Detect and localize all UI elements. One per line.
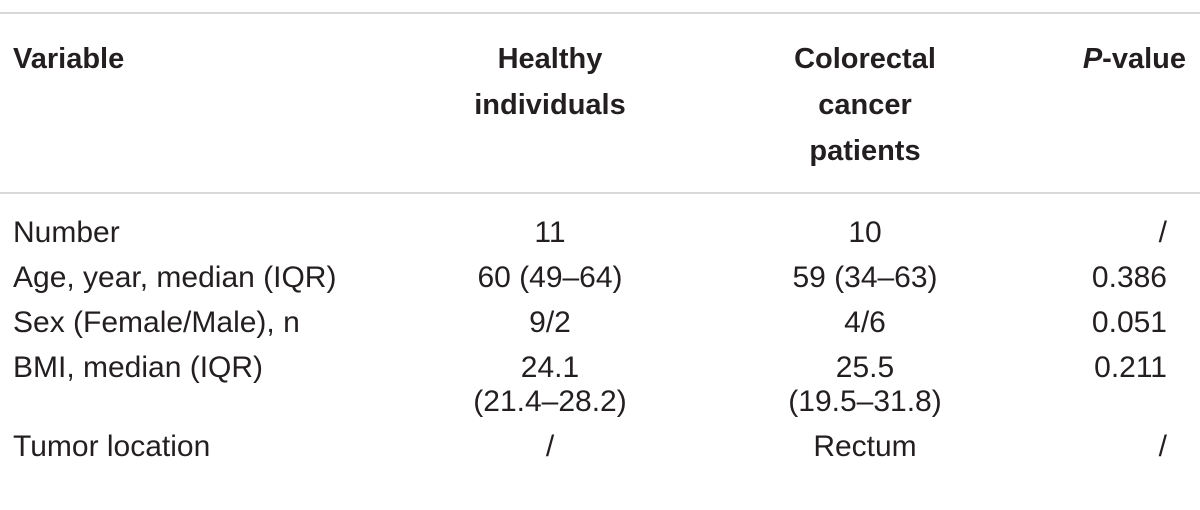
cell-p-value: / — [1158, 430, 1167, 463]
table-row-tumor-location: Tumor location / Rectum / — [0, 425, 1200, 470]
header-crc-line1: Colorectal — [794, 43, 936, 75]
cell-p-value: / — [1158, 216, 1167, 249]
cell-p-value: 0.211 — [1094, 351, 1167, 384]
cell-crc: 59 (34–63) — [792, 261, 938, 294]
cell-p-value: 0.051 — [1091, 306, 1167, 339]
cell-variable: Sex (Female/Male), n — [13, 306, 300, 339]
cell-crc: 10 — [848, 216, 882, 249]
cell-healthy: 11 — [534, 216, 566, 249]
header-p-italic: P — [1082, 43, 1103, 75]
table-row-age: Age, year, median (IQR) 60 (49–64) 59 (3… — [0, 256, 1200, 301]
header-healthy-individuals: Healthy individuals — [400, 13, 700, 193]
header-crc-line3: patients — [809, 135, 921, 167]
cell-variable: Tumor location — [13, 430, 211, 463]
cell-crc: 4/6 — [844, 306, 886, 339]
cell-variable: Number — [13, 216, 120, 249]
cell-variable: Age, year, median (IQR) — [13, 261, 337, 294]
cell-p-value: 0.386 — [1091, 261, 1167, 294]
cell-crc: Rectum — [813, 430, 917, 463]
cell-healthy-line2: (21.4–28.2) — [473, 385, 627, 418]
cell-crc: 25.5 (19.5–31.8) — [700, 346, 1030, 425]
cell-healthy: 60 (49–64) — [477, 261, 623, 294]
cell-crc-line1: 25.5 — [835, 351, 895, 384]
header-healthy-line2: individuals — [474, 89, 626, 121]
cell-variable: BMI, median (IQR) — [13, 351, 264, 384]
cell-crc-line2: (19.5–31.8) — [788, 385, 942, 418]
table-row-sex: Sex (Female/Male), n 9/2 4/6 0.051 — [0, 301, 1200, 346]
cell-healthy-line1: 24.1 — [520, 351, 580, 384]
header-colorectal-cancer-patients: Colorectal cancer patients — [700, 13, 1030, 193]
header-healthy-line1: Healthy — [497, 43, 603, 75]
cell-healthy: / — [545, 430, 555, 463]
header-crc-line2: cancer — [818, 89, 912, 121]
header-p-value: P-value — [1030, 13, 1200, 193]
header-variable: Variable — [0, 13, 400, 193]
cell-healthy: 9/2 — [529, 306, 571, 339]
characteristics-table: Variable Healthy individuals Colorectal … — [0, 12, 1200, 470]
header-p-rest: -value — [1102, 43, 1186, 75]
table-header-row: Variable Healthy individuals Colorectal … — [0, 13, 1200, 193]
cell-healthy: 24.1 (21.4–28.2) — [400, 346, 700, 425]
table-row-number: Number 11 10 / — [0, 193, 1200, 256]
table-row-bmi: BMI, median (IQR) 24.1 (21.4–28.2) 25.5 … — [0, 346, 1200, 425]
header-variable-label: Variable — [13, 43, 125, 75]
